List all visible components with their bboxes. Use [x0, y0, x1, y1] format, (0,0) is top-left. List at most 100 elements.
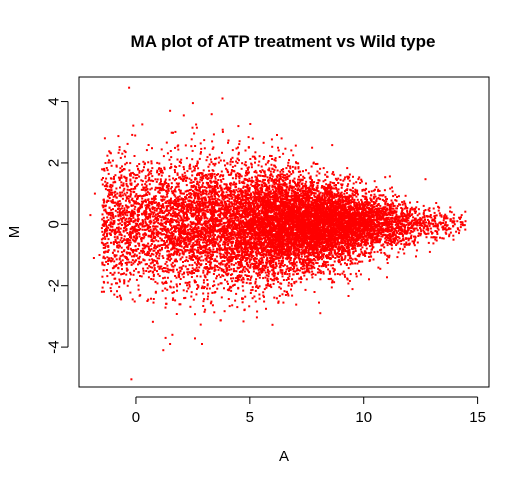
- data-point: [231, 258, 234, 261]
- data-point: [157, 202, 160, 204]
- data-point: [312, 219, 315, 222]
- data-point: [157, 222, 160, 224]
- data-point: [175, 258, 177, 261]
- data-point: [216, 229, 219, 232]
- data-point: [261, 201, 264, 204]
- data-point: [343, 192, 346, 195]
- data-point: [130, 231, 133, 234]
- data-point: [464, 210, 467, 213]
- data-point: [230, 158, 232, 161]
- data-point: [196, 275, 199, 278]
- data-point: [197, 238, 200, 241]
- data-point: [278, 286, 281, 289]
- data-point: [253, 198, 256, 200]
- data-point: [111, 258, 114, 261]
- data-point: [351, 288, 354, 291]
- data-point: [459, 226, 462, 229]
- data-point: [325, 183, 328, 186]
- data-point: [140, 212, 143, 215]
- data-point: [230, 231, 233, 234]
- data-point: [216, 210, 218, 213]
- data-point: [289, 262, 292, 265]
- data-point: [209, 258, 212, 261]
- data-point: [200, 172, 203, 174]
- data-point: [270, 179, 273, 182]
- data-point: [373, 241, 376, 244]
- data-point: [125, 263, 128, 266]
- data-point: [260, 260, 263, 263]
- data-point: [127, 206, 130, 209]
- data-point: [230, 244, 233, 247]
- data-point: [375, 198, 378, 201]
- data-point: [104, 237, 107, 240]
- data-point: [172, 286, 175, 289]
- data-point: [189, 305, 192, 308]
- data-point: [163, 276, 166, 279]
- data-point: [338, 253, 341, 256]
- data-point: [198, 181, 201, 184]
- data-point: [212, 240, 215, 243]
- data-point: [139, 275, 141, 277]
- data-point: [241, 264, 244, 267]
- data-point: [236, 275, 239, 277]
- data-point: [272, 267, 275, 270]
- data-point: [291, 165, 294, 168]
- data-point: [189, 212, 192, 215]
- data-point: [444, 217, 447, 220]
- data-point: [309, 264, 312, 267]
- data-point: [253, 240, 256, 243]
- data-point: [231, 257, 233, 260]
- data-point: [113, 204, 116, 207]
- data-point: [123, 238, 126, 241]
- data-point: [170, 220, 173, 223]
- data-point: [337, 250, 340, 253]
- data-point: [419, 232, 422, 235]
- data-point: [107, 219, 110, 221]
- data-point: [148, 258, 151, 261]
- data-point: [373, 180, 376, 183]
- data-point: [144, 209, 147, 212]
- data-point: [172, 291, 175, 294]
- data-point: [200, 215, 203, 218]
- data-point: [134, 205, 137, 208]
- data-point: [151, 211, 154, 214]
- data-point: [168, 178, 171, 181]
- data-point: [183, 297, 186, 300]
- data-point: [220, 186, 223, 189]
- data-point: [193, 244, 196, 246]
- data-point: [326, 193, 329, 196]
- data-point: [133, 227, 136, 230]
- data-point: [174, 235, 177, 238]
- data-point: [197, 262, 200, 265]
- data-point: [229, 201, 232, 204]
- data-point: [144, 175, 147, 178]
- data-point: [332, 270, 335, 273]
- data-point: [191, 174, 194, 177]
- data-point: [208, 218, 211, 221]
- data-point: [273, 245, 276, 248]
- data-point: [216, 236, 219, 239]
- data-point: [368, 278, 370, 281]
- data-point: [118, 210, 121, 212]
- data-point: [380, 209, 383, 212]
- data-point: [344, 275, 346, 278]
- chart-title: MA plot of ATP treatment vs Wild type: [131, 32, 436, 51]
- data-point: [256, 267, 259, 270]
- data-point: [256, 214, 259, 217]
- data-point: [232, 222, 235, 225]
- data-point: [133, 173, 136, 176]
- data-point: [212, 232, 215, 235]
- data-point: [223, 183, 226, 186]
- data-point: [208, 169, 211, 172]
- data-point: [349, 260, 352, 262]
- data-point: [254, 280, 257, 283]
- data-point: [367, 229, 370, 232]
- data-point: [150, 234, 152, 237]
- data-point: [192, 242, 195, 245]
- data-point: [371, 204, 374, 207]
- data-point: [257, 211, 260, 214]
- data-point: [153, 237, 156, 240]
- data-point: [329, 225, 332, 228]
- data-point: [169, 255, 172, 258]
- data-point: [285, 167, 288, 170]
